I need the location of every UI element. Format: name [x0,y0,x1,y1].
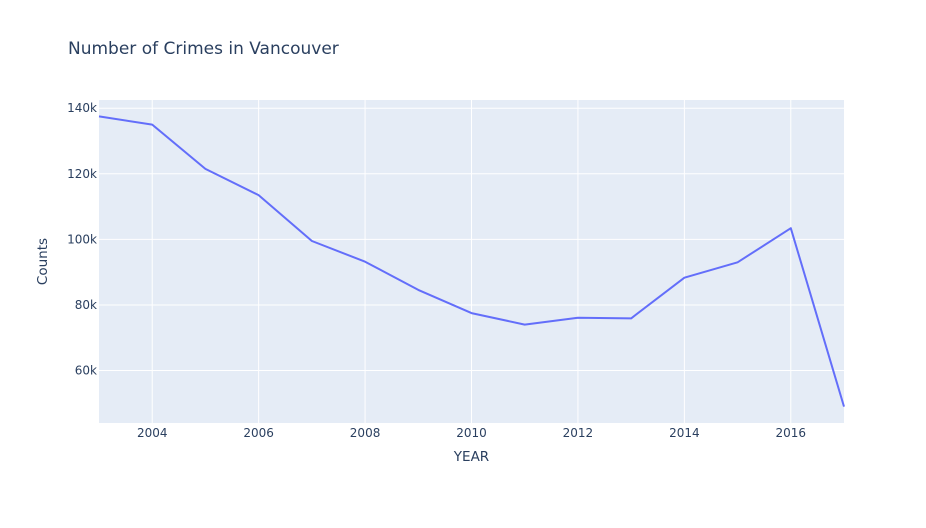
y-tick-label: 120k [67,167,97,181]
series-line [98,115,845,407]
series-layer [98,115,845,407]
x-tick-label: 2006 [243,426,274,440]
y-tick-label: 140k [67,101,97,115]
x-tick-label: 2008 [350,426,381,440]
y-tick-label: 60k [75,364,97,378]
chart-title: Number of Crimes in Vancouver [68,39,339,59]
x-tick-label: 2004 [137,426,168,440]
x-tick-label: 2010 [456,426,487,440]
x-axis-ticks: 2004 2006 2008 2010 2012 2014 2016 [137,426,806,440]
y-axis-title: Counts [35,238,51,285]
x-tick-label: 2012 [563,426,594,440]
x-tick-label: 2016 [776,426,807,440]
y-tick-label: 100k [67,232,97,246]
x-tick-label: 2014 [669,426,700,440]
y-tick-label: 80k [75,298,97,312]
y-axis-ticks: 60k 80k 100k 120k 140k [67,101,97,377]
x-axis-title: YEAR [453,449,489,465]
